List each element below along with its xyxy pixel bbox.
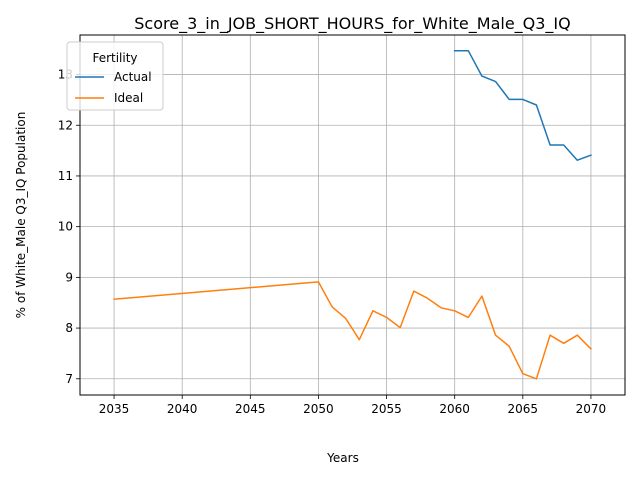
y-tick-label: 7 bbox=[65, 372, 73, 386]
legend-box bbox=[66, 41, 164, 111]
x-tick-label: 2065 bbox=[508, 402, 539, 416]
y-axis-label: % of White_Male Q3_IQ Population bbox=[14, 112, 28, 319]
x-tick-label: 2070 bbox=[576, 402, 607, 416]
series-line-actual bbox=[453, 49, 592, 161]
y-tick-label: 11 bbox=[58, 169, 73, 183]
x-axis-ticks: 2035 2040 2045 2050 2055 2060 2065 2070 bbox=[99, 395, 606, 416]
x-tick-label: 2035 bbox=[99, 402, 130, 416]
legend-label-actual: Actual bbox=[114, 70, 152, 84]
series-line-ideal bbox=[113, 281, 592, 380]
x-tick-label: 2045 bbox=[235, 402, 266, 416]
x-tick-label: 2055 bbox=[371, 402, 402, 416]
y-tick-label: 12 bbox=[58, 118, 73, 132]
y-tick-label: 10 bbox=[58, 220, 73, 234]
x-tick-label: 2040 bbox=[167, 402, 198, 416]
legend-label-ideal: Ideal bbox=[114, 91, 143, 105]
legend: Fertility Actual Ideal bbox=[66, 41, 164, 111]
x-tick-label: 2050 bbox=[303, 402, 334, 416]
legend-title: Fertility bbox=[92, 51, 137, 65]
x-axis-label: Years bbox=[326, 451, 359, 465]
series-lines bbox=[113, 49, 592, 380]
chart-title: Score_3_in_JOB_SHORT_HOURS_for_White_Mal… bbox=[134, 14, 571, 34]
y-tick-label: 9 bbox=[65, 270, 73, 284]
x-tick-label: 2060 bbox=[439, 402, 470, 416]
plot-frame bbox=[79, 34, 626, 396]
y-tick-label: 8 bbox=[65, 321, 73, 335]
